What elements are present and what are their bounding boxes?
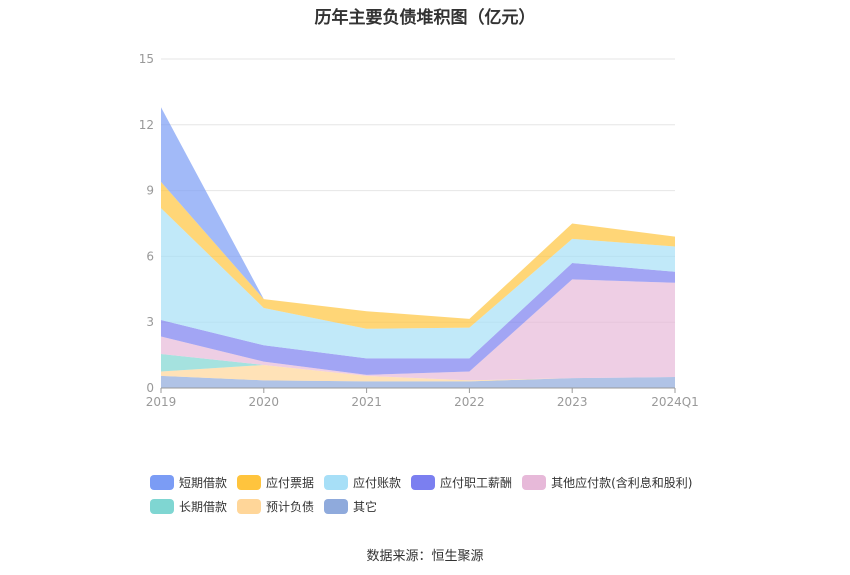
legend-swatch (150, 474, 174, 490)
data-source: 数据来源：恒生聚源 (366, 549, 484, 564)
area-series (161, 107, 675, 388)
legend-label: 预计负债 (266, 499, 315, 514)
y-tick-label: 6 (146, 249, 154, 263)
legend-swatch (150, 498, 174, 514)
x-tick-label: 2019 (146, 395, 177, 409)
x-tick-label: 2022 (454, 395, 485, 409)
y-tick-label: 12 (139, 118, 154, 132)
legend-item[interactable]: 短期借款 (150, 474, 227, 491)
legend-swatch (411, 474, 436, 490)
y-tick-label: 15 (139, 52, 154, 66)
legend-item[interactable]: 应付职工薪酬 (411, 474, 512, 491)
axes: 0 3 6 9 12 15 2019 2020 2021 2022 2023 2024Q1 (139, 52, 699, 409)
chart-title: 历年主要负债堆积图（亿元） (314, 8, 536, 28)
legend-swatch (522, 474, 547, 490)
legend-label: 短期借款 (179, 475, 228, 490)
legend-item[interactable]: 预计负债 (237, 498, 314, 515)
legend-label: 其他应付款(含利息和股利) (551, 475, 693, 490)
legend-swatch (237, 474, 262, 490)
legend-item[interactable]: 应付票据 (237, 474, 314, 491)
area-series-5[interactable] (161, 208, 675, 359)
area-series-4[interactable] (161, 262, 675, 375)
legend-item[interactable]: 其他应付款(含利息和股利) (522, 474, 692, 491)
x-tick-label: 2023 (557, 395, 588, 409)
legend-label: 长期借款 (179, 499, 228, 514)
legend-row-2: 长期借款 预计负债 其它 (150, 494, 750, 518)
legend-item[interactable]: 其它 (324, 498, 377, 515)
x-tick-label: 2021 (351, 395, 382, 409)
legend-label: 应付票据 (266, 475, 315, 490)
area-series-0[interactable] (161, 375, 675, 388)
legend-label: 其它 (353, 499, 378, 514)
legend-swatch (324, 498, 349, 514)
legend-label: 应付账款 (353, 475, 402, 490)
x-tick-label: 2024Q1 (651, 395, 699, 409)
y-tick-label: 9 (146, 184, 154, 198)
y-tick-label: 3 (146, 315, 154, 329)
legend-swatch (324, 474, 349, 490)
legend-label: 应付职工薪酬 (440, 475, 513, 490)
legend-swatch (237, 498, 262, 514)
legend-item[interactable]: 应付账款 (324, 474, 401, 491)
x-tick-label: 2020 (249, 395, 280, 409)
area-series-1[interactable] (161, 364, 675, 382)
legend-row-1: 短期借款 应付票据 应付账款 应付职工薪酬 其他应付款(含利息和股利) (150, 470, 750, 494)
legend: 短期借款 应付票据 应付账款 应付职工薪酬 其他应付款(含利息和股利) 长期借款 预计负债… (150, 470, 750, 518)
legend-item[interactable]: 长期借款 (150, 498, 227, 515)
y-tick-label: 0 (146, 381, 154, 395)
area-series-3[interactable] (161, 279, 675, 381)
